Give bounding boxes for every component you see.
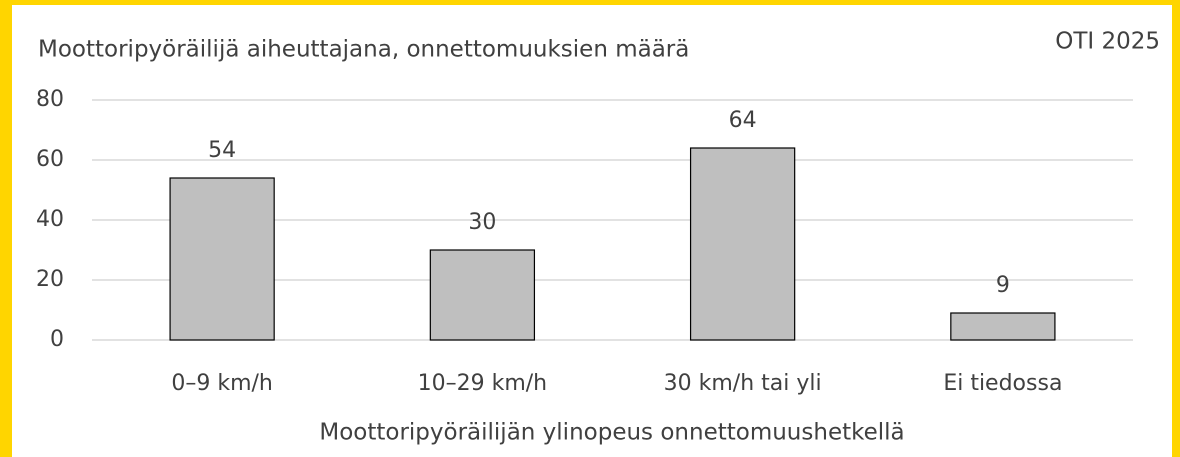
data-label: 64 — [729, 108, 757, 133]
x-tick-label: 0–9 km/h — [171, 371, 273, 396]
x-tick-label: 30 km/h tai yli — [664, 371, 822, 396]
y-tick-label: 0 — [50, 327, 64, 352]
annotation: OTI 2025 — [1055, 29, 1160, 55]
bar — [429, 249, 536, 341]
bar — [169, 177, 275, 341]
data-label: 30 — [468, 210, 496, 235]
bar — [689, 147, 796, 341]
y-tick-label: 60 — [36, 147, 64, 172]
x-tick-label: Ei tiedossa — [943, 371, 1062, 396]
y-tick-label: 40 — [36, 207, 64, 232]
x-axis-title: Moottoripyöräilijän ylinopeus onnettomuu… — [319, 420, 904, 446]
y-tick-label: 20 — [36, 267, 64, 292]
data-label: 54 — [208, 138, 236, 163]
y-tick-label: 80 — [36, 87, 64, 112]
chart-title: Moottoripyöräilijä aiheuttajana, onnetto… — [38, 37, 689, 63]
x-tick-label: 10–29 km/h — [418, 371, 548, 396]
data-label: 9 — [996, 273, 1010, 298]
bar — [950, 312, 1056, 341]
